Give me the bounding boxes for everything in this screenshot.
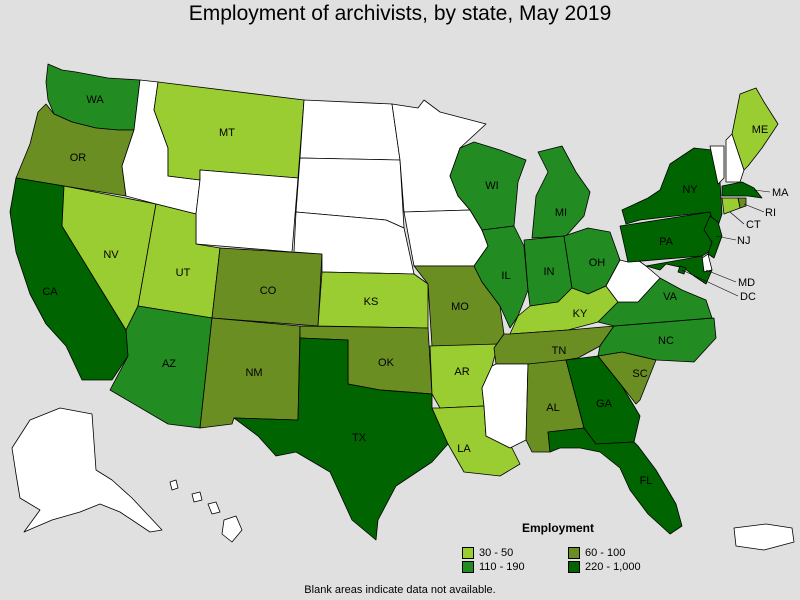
label-mi: MI [555, 207, 567, 219]
label-nc: NC [658, 335, 674, 347]
state-vt[interactable] [709, 145, 725, 185]
label-nm: NM [245, 367, 262, 379]
state-tn[interactable] [493, 325, 615, 365]
label-tx: TX [352, 432, 367, 444]
label-mt: MT [219, 127, 235, 139]
label-ga: GA [596, 398, 613, 410]
label-ct: CT [746, 219, 761, 231]
label-md: MD [738, 277, 755, 289]
label-va: VA [663, 291, 678, 303]
state-il[interactable] [473, 225, 529, 329]
label-nj: NJ [737, 235, 750, 247]
label-oh: OH [589, 257, 606, 269]
state-ks[interactable] [317, 271, 429, 329]
footnote: Blank areas indicate data not available. [304, 584, 496, 596]
state-tx[interactable] [233, 337, 449, 541]
state-md[interactable] [645, 255, 713, 285]
label-ut: UT [176, 267, 191, 279]
label-ar: AR [454, 366, 469, 378]
legend-label-2: 60 - 100 [585, 547, 626, 559]
state-nh[interactable] [725, 133, 745, 183]
legend-item-4: 220 - 1,000 [568, 561, 641, 573]
legend-label-1: 30 - 50 [479, 547, 514, 559]
state-ak[interactable] [11, 407, 163, 533]
state-pr[interactable] [733, 523, 795, 551]
label-fl: FL [640, 475, 653, 487]
state-wy[interactable] [195, 169, 299, 253]
label-tn: TN [552, 345, 567, 357]
map-title: Employment of archivists, by state, May … [188, 2, 612, 25]
label-pa: PA [659, 236, 674, 248]
label-az: AZ [162, 358, 176, 370]
state-mi[interactable] [531, 145, 591, 239]
label-me: ME [752, 124, 769, 136]
label-ok: OK [378, 357, 395, 369]
state-me[interactable] [731, 87, 779, 171]
label-sc: SC [632, 368, 647, 380]
state-fl[interactable] [547, 427, 683, 535]
label-nv: NV [103, 249, 119, 261]
legend-swatch-2 [568, 547, 580, 559]
legend-item-3: 110 - 190 [462, 561, 525, 573]
label-ri: RI [765, 207, 776, 219]
label-ky: KY [573, 308, 588, 320]
label-leader-lines [681, 189, 771, 297]
state-ct[interactable] [721, 197, 741, 215]
legend-item-1: 30 - 50 [462, 547, 513, 559]
legend-swatch-3 [462, 561, 474, 573]
label-ca: CA [42, 286, 58, 298]
label-or: OR [70, 152, 87, 164]
label-ks: KS [364, 296, 379, 308]
state-hi[interactable] [169, 479, 243, 543]
state-nd[interactable] [299, 99, 401, 161]
label-la: LA [457, 443, 471, 455]
label-co: CO [260, 285, 277, 297]
state-ms[interactable] [481, 363, 529, 449]
legend-swatch-1 [462, 547, 474, 559]
label-il: IL [501, 270, 510, 282]
legend-swatch-4 [568, 561, 580, 573]
label-mo: MO [451, 301, 469, 313]
legend-label-3: 110 - 190 [479, 561, 525, 573]
legend-title: Employment [522, 521, 595, 535]
legend-label-4: 220 - 1,000 [585, 561, 641, 573]
state-ma[interactable] [721, 181, 763, 199]
label-in: IN [544, 266, 555, 278]
label-ny: NY [682, 184, 698, 196]
label-ma: MA [772, 187, 789, 199]
label-al: AL [546, 402, 559, 414]
label-dc: DC [740, 291, 756, 303]
label-wi: WI [485, 180, 498, 192]
legend-item-2: 60 - 100 [568, 547, 625, 559]
state-nj[interactable] [703, 215, 723, 259]
label-wa: WA [86, 94, 104, 106]
